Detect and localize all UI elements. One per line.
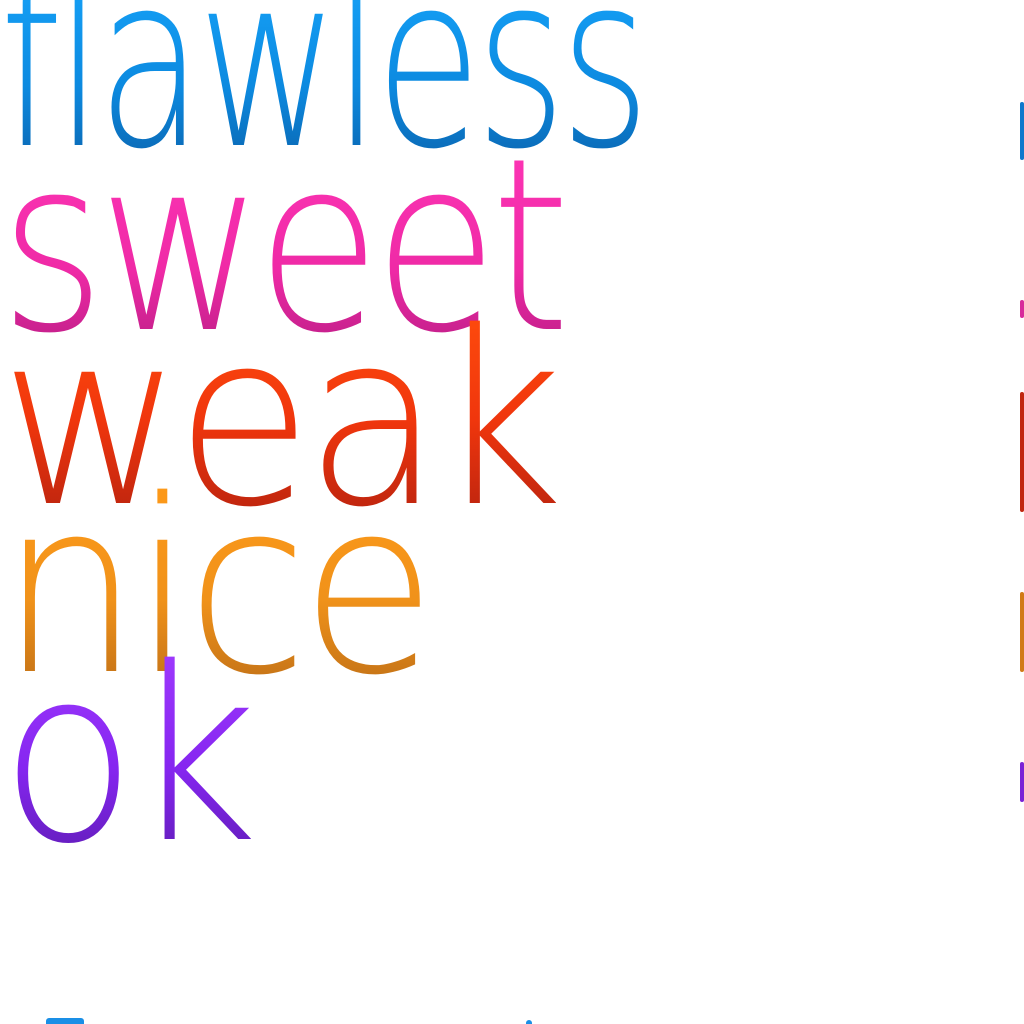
word-sweet: sweet <box>0 106 570 386</box>
edge-fragment-purple <box>1020 762 1024 802</box>
edge-fragment-pink <box>1020 300 1024 318</box>
word-flawless: flawless <box>0 0 650 182</box>
word-ok: ok <box>0 616 258 896</box>
bottom-fragment-left <box>46 1018 84 1024</box>
edge-fragment-red <box>1020 392 1024 512</box>
word-weak: weak <box>0 280 564 560</box>
word-nice: nice <box>0 448 436 728</box>
edge-fragment-orange <box>1020 592 1024 672</box>
edge-fragment-blue <box>1020 102 1024 160</box>
bottom-fragment-right <box>526 1020 532 1024</box>
